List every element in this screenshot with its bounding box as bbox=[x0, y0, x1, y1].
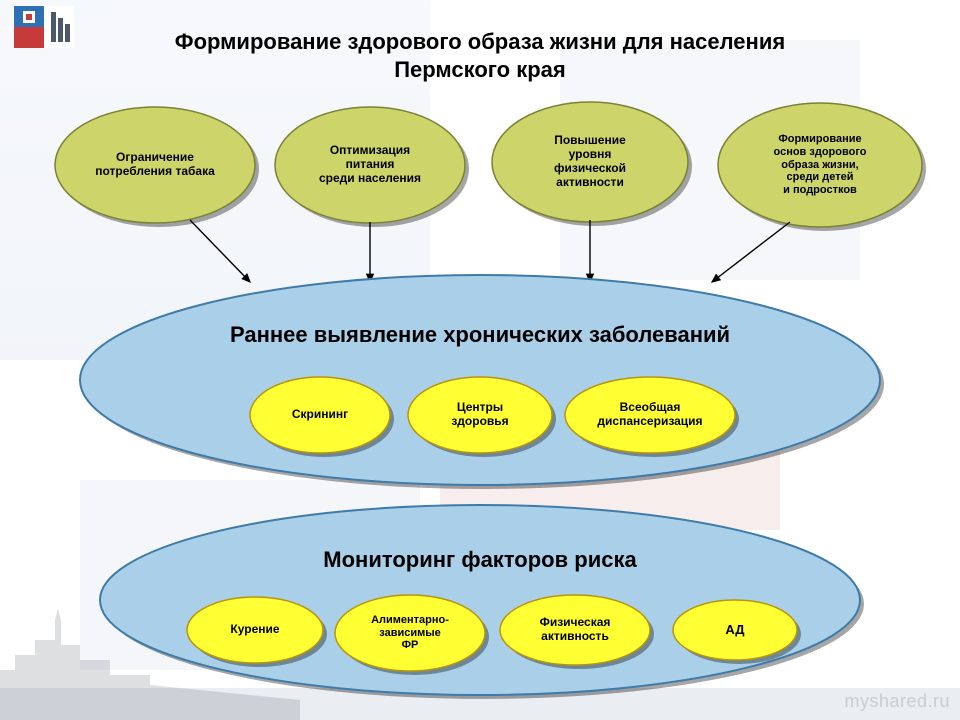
top-node-tobacco: Ограничение потребления табака bbox=[55, 107, 255, 223]
section-title-early-detection: Раннее выявление хронических заболеваний bbox=[100, 317, 860, 353]
diagram-canvas: Формирование здорового образа жизни для … bbox=[0, 0, 960, 720]
mid-node-disp: Всеобщая диспансеризация bbox=[565, 377, 735, 453]
watermark: myshared.ru bbox=[844, 691, 950, 712]
top-node-children: Формирование основ здорового образа жизн… bbox=[718, 103, 922, 227]
bot-node-aliment: Алиментарно- зависимые ФР bbox=[335, 595, 485, 671]
top-node-activity: Повышение уровня физической активности bbox=[492, 102, 688, 222]
bot-node-phys: Физическая активность bbox=[500, 595, 650, 665]
bot-node-smoking: Курение bbox=[187, 597, 323, 663]
top-node-nutrition: Оптимизация питания среди населения bbox=[275, 107, 465, 223]
section-title-monitoring: Мониторинг факторов риска bbox=[120, 542, 840, 578]
bot-node-bp: АД bbox=[673, 600, 797, 660]
page-title: Формирование здорового образа жизни для … bbox=[0, 28, 960, 83]
mid-node-screening: Скрининг bbox=[250, 377, 390, 453]
mid-node-centers: Центры здоровья bbox=[408, 377, 552, 453]
